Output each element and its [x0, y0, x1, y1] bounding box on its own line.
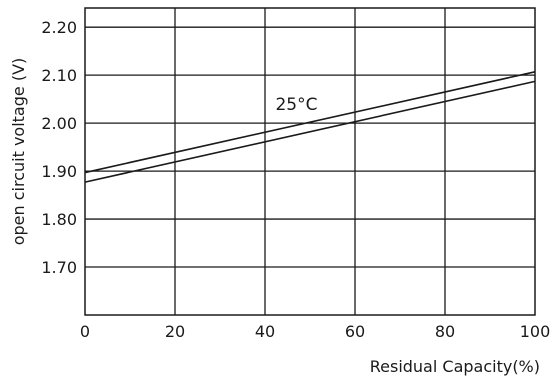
y-axis-label: open circuit voltage (V): [9, 58, 28, 246]
plot-frame: [84, 7, 536, 316]
series-layer: [84, 71, 536, 183]
x-tick-label: 20: [165, 322, 185, 341]
x-tick-label: 60: [345, 322, 365, 341]
y-tick-label: 2.00: [41, 114, 77, 133]
x-axis-label: Residual Capacity(%): [370, 357, 540, 376]
x-tick-label: 40: [255, 322, 275, 341]
y-tick-label: 1.70: [41, 258, 77, 277]
y-tick-label: 2.10: [41, 66, 77, 85]
grid: [85, 8, 535, 315]
series-line-2: [84, 80, 536, 183]
x-tick-label: 80: [435, 322, 455, 341]
annotations: 25°C: [275, 95, 317, 115]
x-tick-label: 100: [520, 322, 551, 341]
annotation-label: 25°C: [275, 95, 317, 115]
x-tick-label: 0: [80, 322, 90, 341]
y-tick-label: 2.20: [41, 18, 77, 37]
series-line-1: [84, 71, 536, 174]
y-axis-ticks: 1.70 1.80 1.90 2.00 2.10 2.20: [41, 18, 77, 277]
x-axis-ticks: 0 20 40 60 80 100: [80, 322, 550, 341]
y-tick-label: 1.90: [41, 162, 77, 181]
y-tick-label: 1.80: [41, 210, 77, 229]
